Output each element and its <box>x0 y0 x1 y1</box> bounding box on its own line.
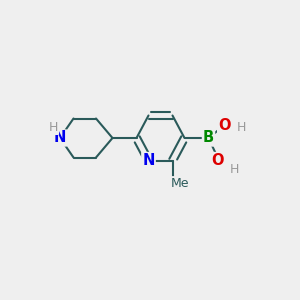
Text: H: H <box>49 121 58 134</box>
Text: O: O <box>211 153 224 168</box>
Text: H: H <box>237 121 246 134</box>
Text: O: O <box>218 118 231 134</box>
Text: Me: Me <box>171 177 189 190</box>
Text: B: B <box>203 130 214 146</box>
Text: N: N <box>54 130 66 146</box>
Text: H: H <box>229 163 239 176</box>
Text: N: N <box>142 153 155 168</box>
